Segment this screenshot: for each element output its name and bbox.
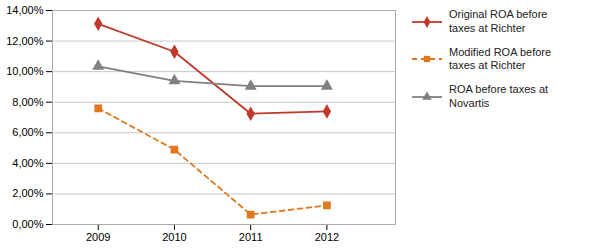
svg-text:10,00%: 10,00% <box>6 65 44 77</box>
svg-text:6,00%: 6,00% <box>12 126 43 138</box>
svg-text:8,00%: 8,00% <box>12 96 43 108</box>
svg-text:2,00%: 2,00% <box>12 187 43 199</box>
html-text:ROA before taxes at Novartis: ROA before taxes at Novartis <box>449 83 549 109</box>
svg-text:2010: 2010 <box>162 231 186 243</box>
svg-text:14,00%: 14,00% <box>6 4 44 16</box>
svg-text:12,00%: 12,00% <box>6 35 44 47</box>
html-text:Original ROA before taxes at R: Original ROA before taxes at Richter <box>449 8 548 34</box>
svg-text:4,00%: 4,00% <box>12 157 43 169</box>
svg-text:2012: 2012 <box>315 231 339 243</box>
html-text:Modified ROA before taxes at R: Modified ROA before taxes at Richter <box>449 45 552 72</box>
svg-text:2009: 2009 <box>86 231 110 243</box>
svg-text:0,00%: 0,00% <box>12 218 43 230</box>
svg-text:2011: 2011 <box>239 231 263 243</box>
